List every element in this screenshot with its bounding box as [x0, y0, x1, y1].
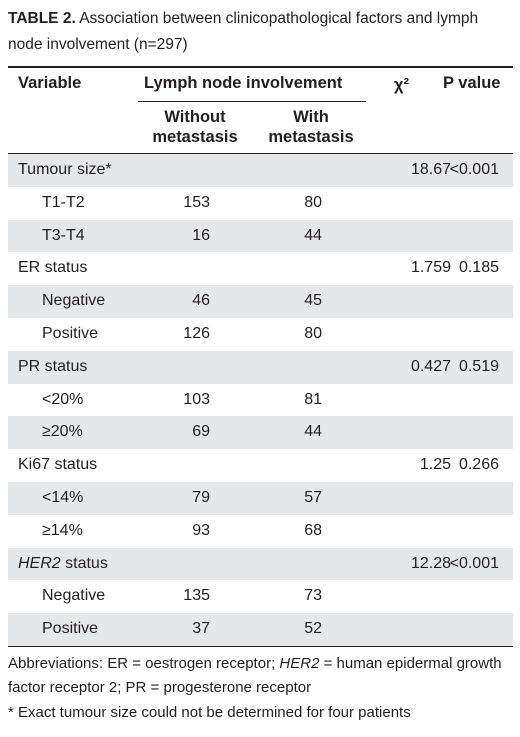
table-row: Negative 46 45	[8, 285, 513, 318]
table-row: ≥20% 69 44	[8, 416, 513, 450]
item-label: <14%	[42, 489, 84, 506]
with-value: 80	[304, 325, 322, 342]
without-value: 16	[192, 226, 210, 244]
item-label: Negative	[42, 292, 106, 310]
item-label: Negative	[42, 587, 106, 605]
with-value: 68	[304, 521, 322, 539]
chi2-value: 12.28	[410, 554, 451, 572]
without-value: 37	[192, 620, 210, 638]
top-rule	[8, 66, 513, 68]
label-text: ER status	[18, 259, 88, 277]
group-label: ER status	[18, 252, 87, 285]
header-without: Without metastasis	[152, 108, 238, 146]
p-value: 0.266	[458, 456, 499, 474]
with-value: 52	[304, 620, 322, 638]
table-row: Positive 126 80	[8, 318, 513, 351]
item-label: <20%	[42, 390, 84, 408]
table-row: Positive 37 52	[8, 613, 513, 646]
group-rule	[138, 101, 366, 102]
p-value: <0.001	[449, 554, 499, 572]
group-label: Ki67 status	[18, 449, 97, 482]
without-value: 153	[183, 193, 210, 211]
without-value: 135	[183, 587, 210, 605]
header-group: Lymph node involvement	[144, 74, 343, 92]
chi2-value: 1.25	[419, 456, 451, 474]
header-chi2: χ²	[394, 76, 409, 94]
group-label: PR status	[18, 351, 87, 384]
table-title: TABLE 2. Association between clinicopath…	[8, 6, 513, 58]
p-value: 0.185	[458, 259, 499, 277]
footnote-note: * Exact tumour size could not be determi…	[8, 704, 411, 721]
table-row: <20% 103 81	[8, 383, 513, 417]
table-row: Negative 135 73	[8, 580, 513, 614]
item-label: T1-T2	[42, 193, 85, 211]
without-value: 93	[192, 521, 210, 539]
without-value: 126	[183, 325, 210, 342]
header-rule	[8, 153, 513, 155]
table-row: ≥14% 93 68	[8, 514, 513, 548]
chi2-value: 1.759	[410, 259, 451, 277]
item-label: T3-T4	[42, 226, 85, 244]
label-text: Tumour size*	[18, 161, 112, 178]
without-value: 46	[192, 292, 210, 310]
without-value: 103	[183, 390, 210, 408]
abbrev-italic: HER2	[279, 655, 320, 672]
item-label: ≥20%	[42, 423, 83, 441]
with-value: 45	[304, 292, 322, 310]
title-text: Association between clinicopathological …	[8, 10, 479, 53]
table-row: ER status 1.759 0.185	[8, 252, 513, 286]
p-value: 0.519	[458, 357, 499, 375]
table-row: <14% 79 57	[8, 482, 513, 515]
p-value: <0.001	[449, 161, 499, 178]
header-variable: Variable	[18, 74, 82, 92]
table-number: TABLE 2.	[8, 10, 76, 27]
item-label: Positive	[42, 325, 99, 342]
chi2-value: 18.67	[410, 161, 451, 178]
with-value: 57	[304, 489, 322, 506]
footnote-abbrev: Abbreviations: ER = oestrogen receptor; …	[8, 652, 518, 700]
item-label: ≥14%	[42, 521, 83, 539]
label-text: PR status	[18, 357, 88, 375]
label-text: Ki67 status	[18, 456, 98, 474]
group-label: Tumour size*	[18, 154, 112, 187]
with-value: 80	[304, 193, 322, 211]
header-with: With metastasis	[268, 108, 354, 146]
table-row: Tumour size* 18.67 <0.001	[8, 154, 513, 187]
table-row: HER2 status 12.28 <0.001	[8, 547, 513, 581]
abbrev-start: Abbreviations: ER = oestrogen receptor;	[8, 655, 280, 672]
group-label: HER2 status	[18, 548, 108, 581]
without-value: 69	[192, 423, 210, 441]
with-value: 44	[304, 226, 322, 244]
label-italic: HER2	[18, 554, 61, 572]
table-row: PR status 0.427 0.519	[8, 350, 513, 384]
item-label: Positive	[42, 620, 99, 638]
table-row: T3-T4 16 44	[8, 219, 513, 253]
header-p: P value	[443, 74, 501, 92]
with-value: 73	[304, 587, 322, 605]
abbrev-end: = human epidermal growth factor receptor…	[8, 655, 502, 696]
without-value: 79	[192, 489, 210, 506]
with-value: 44	[304, 423, 322, 441]
label-text: status	[60, 554, 108, 572]
chi2-value: 0.427	[410, 357, 451, 375]
table-row: Ki67 status 1.25 0.266	[8, 449, 513, 482]
table-row: T1-T2 153 80	[8, 186, 513, 220]
with-value: 81	[304, 390, 322, 408]
